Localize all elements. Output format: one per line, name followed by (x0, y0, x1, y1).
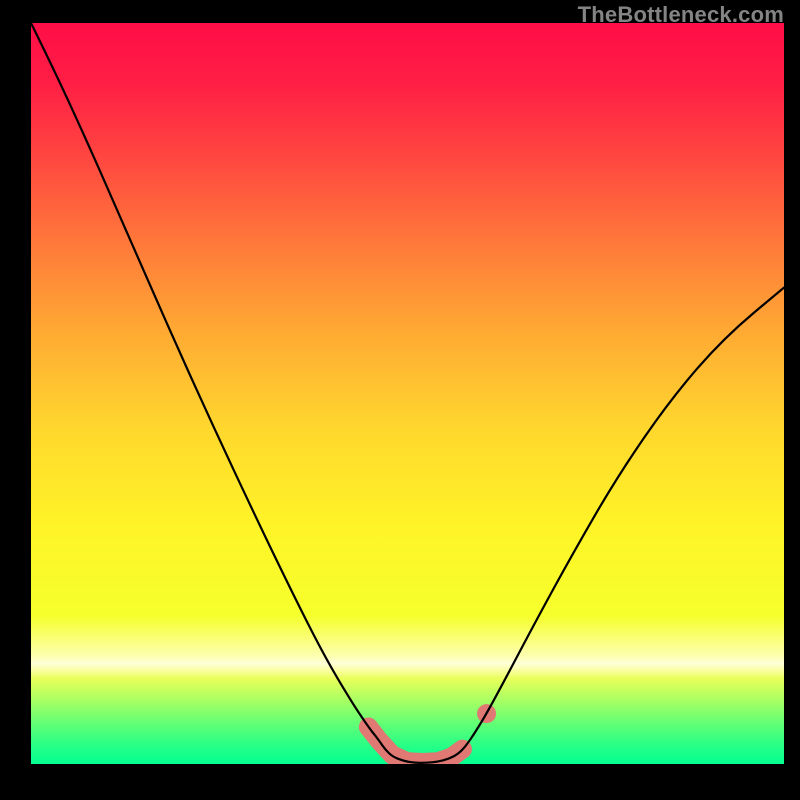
bottleneck-curve-chart (31, 23, 784, 764)
watermark-text: TheBottleneck.com (578, 2, 784, 28)
chart-svg (31, 23, 784, 764)
chart-frame: TheBottleneck.com (0, 0, 800, 800)
chart-background (31, 23, 784, 764)
